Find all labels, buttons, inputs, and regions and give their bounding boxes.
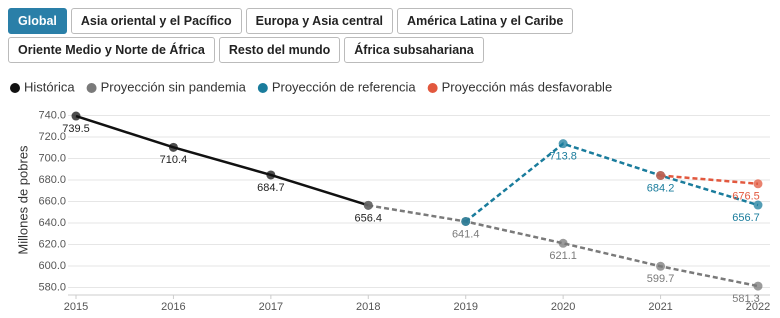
legend-marker [86, 83, 97, 93]
x-tick-label: 2016 [161, 301, 185, 313]
data-point [753, 281, 763, 291]
x-tick-label: 2015 [64, 301, 88, 313]
y-axis-title: Millones de pobres [15, 145, 30, 255]
x-tick-label: 2018 [356, 301, 380, 313]
legend-marker [427, 83, 438, 93]
series-line [368, 204, 759, 288]
tab[interactable]: Europa y Asia central [245, 8, 394, 34]
data-point [266, 170, 276, 180]
y-tick-label: 700.0 [38, 152, 66, 164]
y-tick-label: 620.0 [38, 238, 66, 250]
tab[interactable]: Asia oriental y el Pacífico [70, 8, 242, 34]
data-point [71, 111, 81, 121]
data-point [461, 216, 471, 226]
series-line [75, 114, 369, 207]
y-tick-label: 720.0 [38, 131, 66, 143]
data-label: 599.7 [647, 273, 675, 285]
tab[interactable]: Resto del mundo [218, 37, 341, 63]
data-label: 581.3 [732, 293, 760, 305]
data-point [656, 170, 666, 180]
x-tick-label: 2021 [648, 301, 672, 313]
data-label: 713.8 [549, 151, 577, 163]
tab[interactable]: Global [8, 8, 67, 34]
legend-label: Proyección más desfavorable [442, 79, 613, 94]
data-point [168, 142, 178, 152]
y-tick-label: 680.0 [38, 174, 66, 186]
x-tick-label: 2017 [259, 301, 283, 313]
data-point [753, 200, 763, 210]
data-label: 641.4 [452, 228, 480, 240]
data-point [558, 238, 568, 248]
legend-label: Proyección de referencia [272, 79, 417, 94]
data-point [656, 261, 666, 271]
data-label: 710.4 [160, 154, 188, 166]
y-tick-label: 600.0 [38, 260, 66, 272]
series-line [464, 142, 759, 223]
tab[interactable]: Oriente Medio y Norte de África [8, 37, 215, 63]
data-label: 656.7 [732, 212, 760, 224]
legend-label: Proyección sin pandemia [101, 79, 247, 94]
data-point [753, 179, 763, 189]
tab-bar: Global Asia oriental y el Pacífico Europa … [8, 8, 776, 63]
data-label: 676.5 [732, 191, 760, 203]
y-tick-label: 640.0 [38, 217, 66, 229]
x-tick-label: 2020 [551, 301, 575, 313]
tab[interactable]: África subsahariana [344, 37, 484, 63]
y-tick-label: 660.0 [38, 195, 66, 207]
tab[interactable]: América Latina y el Caribe [397, 8, 574, 34]
data-label: 656.4 [355, 212, 383, 224]
legend-marker [10, 83, 20, 93]
y-tick-label: 580.0 [38, 281, 66, 293]
legend-marker [257, 83, 268, 93]
series-line [660, 174, 759, 186]
y-tick-label: 740.0 [38, 109, 66, 121]
data-label: 684.7 [257, 182, 285, 194]
data-label: 621.1 [549, 250, 577, 262]
data-label: 739.5 [62, 123, 90, 135]
x-tick-label: 2022 [746, 301, 770, 313]
data-point [363, 200, 373, 210]
x-tick-label: 2019 [453, 301, 477, 313]
data-label: 684.2 [647, 182, 675, 194]
legend-label: Histórica [24, 79, 75, 94]
data-point [558, 139, 568, 149]
